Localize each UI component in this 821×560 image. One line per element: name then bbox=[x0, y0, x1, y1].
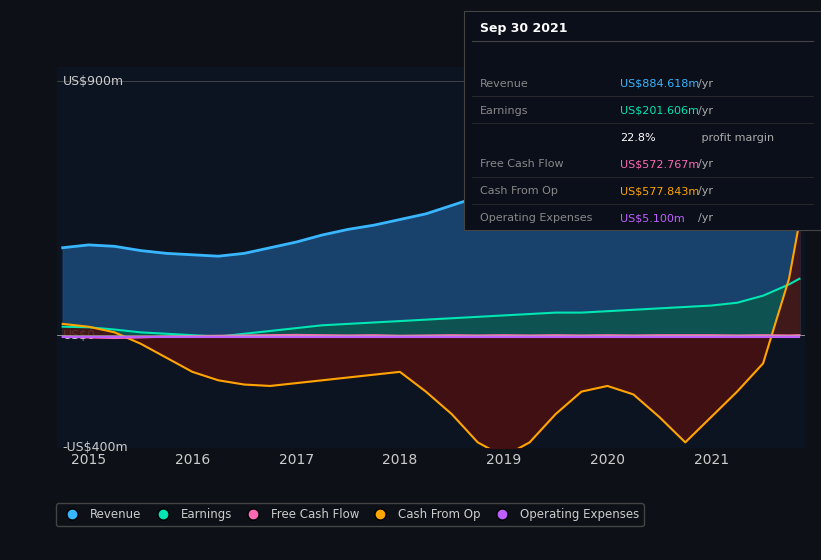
Text: US$201.606m: US$201.606m bbox=[620, 106, 699, 116]
Text: Cash From Op: Cash From Op bbox=[480, 186, 558, 197]
Text: /yr: /yr bbox=[698, 186, 713, 197]
Text: /yr: /yr bbox=[698, 213, 713, 223]
Text: Free Cash Flow: Free Cash Flow bbox=[480, 160, 564, 170]
Text: Revenue: Revenue bbox=[480, 79, 529, 89]
Text: US$884.618m: US$884.618m bbox=[620, 79, 699, 89]
Text: US$0: US$0 bbox=[62, 329, 96, 342]
Text: US$900m: US$900m bbox=[62, 75, 124, 88]
Text: US$577.843m: US$577.843m bbox=[620, 186, 699, 197]
Text: Operating Expenses: Operating Expenses bbox=[480, 213, 593, 223]
Text: /yr: /yr bbox=[698, 160, 713, 170]
Text: -US$400m: -US$400m bbox=[62, 441, 128, 455]
Text: Sep 30 2021: Sep 30 2021 bbox=[480, 22, 568, 35]
Text: Earnings: Earnings bbox=[480, 106, 529, 116]
Legend: Revenue, Earnings, Free Cash Flow, Cash From Op, Operating Expenses: Revenue, Earnings, Free Cash Flow, Cash … bbox=[56, 503, 644, 526]
Text: /yr: /yr bbox=[698, 106, 713, 116]
Text: US$572.767m: US$572.767m bbox=[620, 160, 699, 170]
Text: US$5.100m: US$5.100m bbox=[620, 213, 685, 223]
Text: profit margin: profit margin bbox=[698, 133, 774, 143]
Text: /yr: /yr bbox=[698, 79, 713, 89]
Text: 22.8%: 22.8% bbox=[620, 133, 655, 143]
